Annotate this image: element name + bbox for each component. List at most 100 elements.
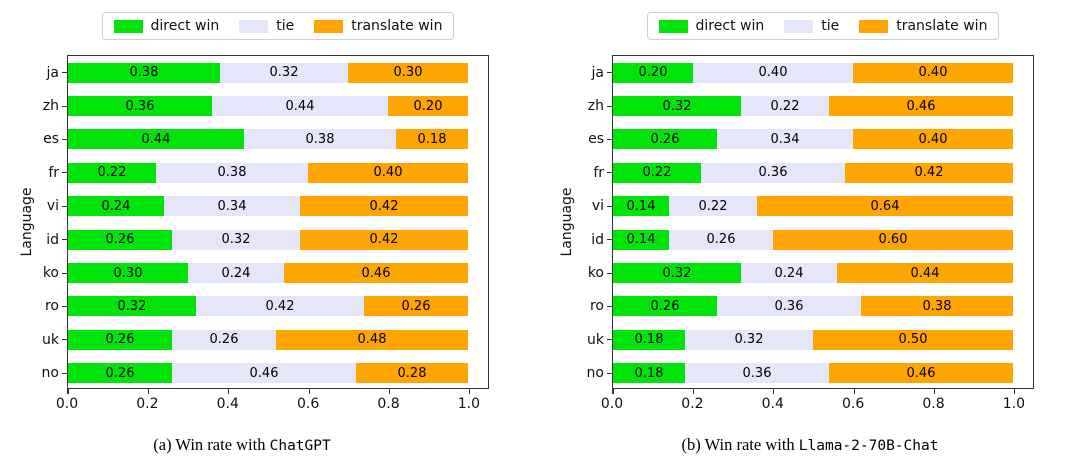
bar-row-no: 0.26 0.46 0.28: [68, 357, 488, 390]
legend-item-direct-win: direct win: [658, 18, 765, 34]
bar-segment-tie: 0.42: [196, 296, 364, 317]
legend-item-tie: tie: [239, 18, 294, 34]
bar-value-label: 0.32: [734, 332, 764, 348]
bar-value-label: 0.40: [918, 65, 948, 81]
x-tick-mark: [67, 389, 69, 394]
bar-row-no: 0.18 0.36 0.46: [613, 357, 1033, 390]
y-tick-label-zh: zh: [42, 98, 59, 115]
bar-segment-translate-win: 0.18: [396, 129, 468, 150]
y-tick-label-ja: ja: [591, 64, 604, 81]
bar-value-label: 0.42: [369, 232, 399, 248]
bar-value-label: 0.22: [698, 198, 728, 214]
bar-segment-tie: 0.32: [685, 329, 813, 350]
bar-segment-tie: 0.44: [212, 96, 388, 117]
bar-segment-direct-win: 0.30: [68, 263, 188, 284]
bar-row-fr: 0.22 0.38 0.40: [68, 156, 488, 189]
y-tick-label-fr: fr: [593, 164, 604, 181]
bar-value-label: 0.38: [305, 131, 335, 147]
y-tick-label-es: es: [43, 131, 59, 148]
legend-swatch-translate-win: [859, 19, 889, 33]
legend-wrap: direct win tie translate win: [67, 12, 489, 40]
bar-segment-translate-win: 0.46: [284, 263, 468, 284]
bar-segment-direct-win: 0.26: [613, 129, 717, 150]
x-tick-label: 0.0: [55, 396, 79, 412]
bar-segment-direct-win: 0.38: [68, 62, 220, 83]
x-tick-mark: [388, 389, 391, 394]
y-tick-mark: [607, 172, 612, 174]
bar-segment-translate-win: 0.40: [853, 129, 1013, 150]
bar-row-ja: 0.20 0.40 0.40: [613, 56, 1033, 89]
bar-segment-direct-win: 0.32: [68, 296, 196, 317]
bar-segment-translate-win: 0.20: [388, 96, 468, 117]
bar-segment-translate-win: 0.38: [861, 296, 1013, 317]
caption-text: (a) Win rate with: [153, 435, 270, 454]
bar-value-label: 0.22: [770, 98, 800, 114]
bar-row-ro: 0.26 0.36 0.38: [613, 290, 1033, 323]
bar-uk: 0.18 0.32 0.50: [613, 329, 1013, 350]
bar-es: 0.26 0.34 0.40: [613, 129, 1013, 150]
plot-area: 0.38 0.32 0.30 ja 0.36 0.44 0.20 zh 0.44 0.38 0.18…: [42, 55, 489, 394]
bar-ro: 0.32 0.42 0.26: [68, 296, 468, 317]
bar-ko: 0.30 0.24 0.46: [68, 263, 468, 284]
plot-area: 0.20 0.40 0.40 ja 0.32 0.22 0.46 zh 0.26 0.34 0.40…: [587, 55, 1034, 394]
bar-segment-tie: 0.36: [717, 296, 861, 317]
x-tick-label: 1.0: [457, 396, 481, 412]
caption-model-name: ChatGPT: [269, 438, 331, 454]
bar-zh: 0.32 0.22 0.46: [613, 96, 1013, 117]
bar-value-label: 0.36: [758, 165, 788, 181]
y-tick-mark: [62, 372, 67, 374]
caption-a: (a) Win rate with ChatGPT: [0, 435, 484, 455]
legend-label: direct win: [150, 18, 220, 34]
bar-value-label: 0.34: [217, 198, 247, 214]
legend: direct win tie translate win: [101, 12, 455, 40]
y-tick-mark: [62, 305, 67, 308]
bar-segment-translate-win: 0.42: [845, 162, 1013, 183]
bar-row-uk: 0.18 0.32 0.50: [613, 323, 1033, 356]
bar-segment-tie: 0.46: [172, 363, 356, 384]
bar-ja: 0.38 0.32 0.30: [68, 62, 468, 83]
bar-fr: 0.22 0.38 0.40: [68, 162, 468, 183]
bar-value-label: 0.44: [910, 265, 940, 281]
legend-swatch-tie: [239, 19, 269, 33]
bar-value-label: 0.24: [101, 198, 131, 214]
x-tick-label: 0.8: [922, 396, 945, 412]
legend-item-direct-win: direct win: [113, 18, 220, 34]
bar-segment-tie: 0.38: [156, 162, 308, 183]
bar-segment-direct-win: 0.26: [613, 296, 717, 317]
bar-segment-translate-win: 0.64: [757, 196, 1013, 217]
bar-value-label: 0.46: [249, 365, 279, 381]
bar-value-label: 0.34: [770, 131, 800, 147]
bar-value-label: 0.22: [642, 165, 672, 181]
bar-value-label: 0.32: [117, 298, 147, 314]
panel-llama: direct win tie translate win Language 0.20…: [540, 0, 1080, 467]
bar-segment-translate-win: 0.28: [356, 363, 468, 384]
bar-segment-direct-win: 0.32: [613, 263, 741, 284]
y-tick-mark: [62, 339, 67, 341]
legend-label: direct win: [695, 18, 765, 34]
bar-value-label: 0.40: [373, 165, 403, 181]
bar-value-label: 0.24: [774, 265, 804, 281]
y-tick-label-id: id: [591, 231, 604, 248]
x-tick-label: 0.6: [842, 396, 865, 412]
y-tick-label-ro: ro: [589, 298, 604, 315]
y-tick-label-fr: fr: [48, 164, 59, 181]
x-tick-mark: [853, 389, 855, 394]
bar-ro: 0.26 0.36 0.38: [613, 296, 1013, 317]
bar-ja: 0.20 0.40 0.40: [613, 62, 1013, 83]
bar-zh: 0.36 0.44 0.20: [68, 96, 468, 117]
y-tick-mark: [62, 239, 67, 241]
bar-value-label: 0.36: [774, 298, 804, 314]
bar-row-vi: 0.14 0.22 0.64: [613, 190, 1033, 223]
y-tick-label-ko: ko: [587, 265, 604, 282]
y-tick-label-no: no: [41, 365, 59, 382]
bar-segment-translate-win: 0.48: [276, 329, 468, 350]
bar-segment-tie: 0.32: [172, 229, 300, 250]
y-tick-mark: [607, 372, 612, 374]
x-tick-mark: [228, 389, 230, 394]
bar-id: 0.26 0.32 0.42: [68, 229, 468, 250]
bar-value-label: 0.18: [634, 332, 664, 348]
x-tick-label: 0.8: [377, 396, 400, 412]
x-tick-label: 0.2: [681, 396, 704, 412]
bar-value-label: 0.26: [401, 298, 431, 314]
